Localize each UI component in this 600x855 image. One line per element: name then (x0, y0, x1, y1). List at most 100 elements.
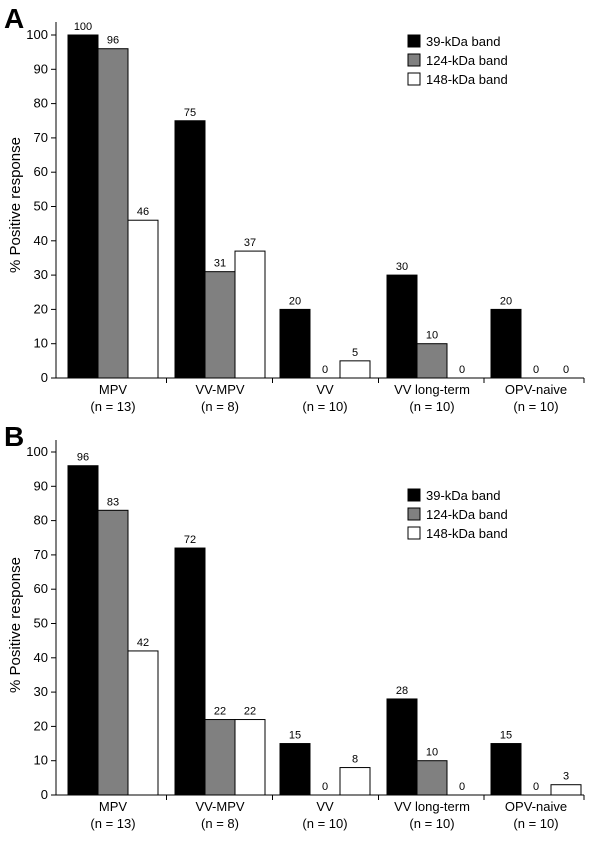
legend-label: 148-kDa band (426, 72, 508, 87)
x-category-count: (n = 13) (90, 816, 135, 831)
legend-swatch (407, 72, 421, 86)
x-category-label: VV-MPV (195, 382, 244, 397)
x-category-label: MPV (99, 799, 128, 814)
legend-swatch (407, 507, 421, 521)
bar (97, 48, 129, 379)
legend-label: 39-kDa band (426, 488, 500, 503)
y-tick-label: 40 (34, 233, 48, 248)
bar-data-label: 15 (500, 730, 512, 742)
chart-panel-b: B% Positive response01020304050607080901… (4, 421, 585, 831)
legend-swatch (407, 53, 421, 67)
bar-data-label: 83 (107, 496, 119, 508)
bar-data-label: 0 (533, 781, 539, 793)
x-category-label: OPV-naive (505, 799, 567, 814)
bar-data-label: 42 (137, 637, 149, 649)
x-category-count: (n = 10) (302, 399, 347, 414)
bar-data-label: 10 (426, 747, 438, 759)
y-tick-label: 30 (34, 684, 48, 699)
x-category-count: (n = 10) (302, 816, 347, 831)
bar (386, 274, 418, 379)
bar-data-label: 28 (396, 685, 408, 697)
bar (279, 743, 311, 796)
bar-data-label: 30 (396, 261, 408, 273)
y-axis-label: % Positive response (7, 557, 24, 693)
bar (127, 219, 159, 379)
legend: 39-kDa band 124-kDa band 148-kDa band (407, 34, 508, 87)
bar (97, 509, 129, 796)
y-tick-label: 90 (34, 478, 48, 493)
bar (490, 743, 522, 796)
y-tick-label: 100 (26, 444, 48, 459)
bar-data-label: 0 (459, 364, 465, 376)
bar-data-label: 96 (107, 35, 119, 47)
chart-panel-a: A% Positive response01020304050607080901… (4, 3, 585, 414)
bar-data-label: 8 (352, 754, 358, 766)
bar-data-label: 0 (533, 364, 539, 376)
y-tick-label: 10 (34, 336, 48, 351)
legend-label: 148-kDa band (426, 526, 508, 541)
bar (204, 719, 236, 796)
bar-data-label: 0 (322, 364, 328, 376)
legend-swatch (407, 526, 421, 540)
bar (550, 784, 582, 796)
bar-data-label: 0 (322, 781, 328, 793)
bar-data-label: 10 (426, 330, 438, 342)
bar-data-label: 20 (500, 295, 512, 307)
legend-label: 39-kDa band (426, 34, 500, 49)
bar-data-label: 100 (74, 21, 92, 33)
bar (204, 271, 236, 379)
bar-data-label: 72 (184, 534, 196, 546)
y-tick-label: 60 (34, 164, 48, 179)
bar (234, 719, 266, 796)
y-tick-label: 50 (34, 616, 48, 631)
y-tick-label: 10 (34, 753, 48, 768)
legend-label: 124-kDa band (426, 507, 508, 522)
bar-data-label: 20 (289, 295, 301, 307)
y-tick-label: 20 (34, 301, 48, 316)
bar-data-label: 22 (244, 706, 256, 718)
y-tick-label: 0 (41, 787, 48, 802)
panel-letter: B (4, 421, 24, 452)
bar (234, 250, 266, 379)
bar-data-label: 0 (459, 781, 465, 793)
bar (67, 34, 99, 379)
y-tick-label: 30 (34, 267, 48, 282)
x-category-count: (n = 10) (513, 399, 558, 414)
x-category-label: VV long-term (394, 382, 470, 397)
y-tick-label: 60 (34, 581, 48, 596)
bar (339, 360, 371, 379)
bar (127, 650, 159, 796)
bar (174, 120, 206, 379)
y-tick-label: 100 (26, 27, 48, 42)
bar (279, 308, 311, 379)
x-category-label: VV (316, 799, 334, 814)
bar-data-label: 37 (244, 237, 256, 249)
x-category-label: VV (316, 382, 334, 397)
x-category-count: (n = 13) (90, 399, 135, 414)
panel-letter: A (4, 3, 24, 34)
bar (339, 767, 371, 796)
y-tick-label: 80 (34, 96, 48, 111)
y-tick-label: 70 (34, 130, 48, 145)
bar (490, 308, 522, 379)
y-tick-label: 20 (34, 718, 48, 733)
x-category-label: VV-MPV (195, 799, 244, 814)
bar-data-label: 46 (137, 206, 149, 218)
legend: 39-kDa band 124-kDa band 148-kDa band (407, 488, 508, 541)
y-tick-label: 80 (34, 513, 48, 528)
x-category-count: (n = 10) (513, 816, 558, 831)
bar-data-label: 15 (289, 730, 301, 742)
x-category-label: VV long-term (394, 799, 470, 814)
x-category-count: (n = 8) (201, 399, 239, 414)
bar (67, 465, 99, 796)
y-axis-label: % Positive response (7, 137, 24, 273)
bar-data-label: 22 (214, 706, 226, 718)
bar (416, 760, 448, 796)
y-tick-label: 70 (34, 547, 48, 562)
bar (416, 343, 448, 379)
y-tick-label: 40 (34, 650, 48, 665)
bar-data-label: 31 (214, 258, 226, 270)
y-tick-label: 90 (34, 61, 48, 76)
bar (386, 698, 418, 796)
